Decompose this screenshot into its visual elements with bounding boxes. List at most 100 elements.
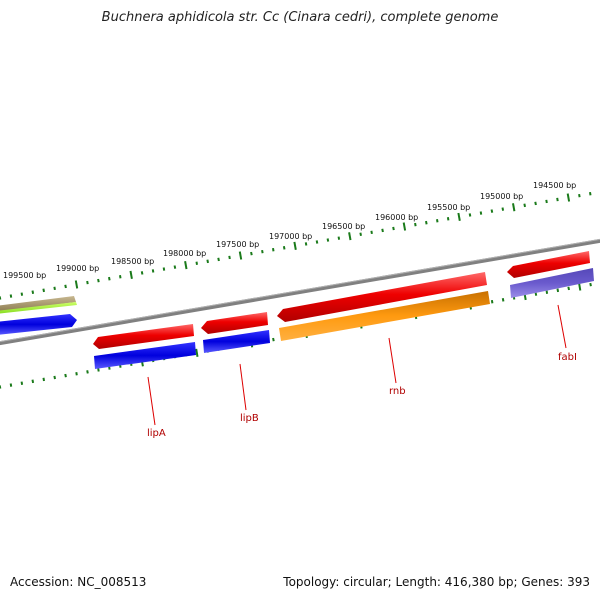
ruler-lower-minor-tick xyxy=(567,286,570,291)
ruler-upper-minor-tick xyxy=(589,191,592,196)
ruler-lower-minor-tick xyxy=(31,379,35,384)
gene-lipA-blue[interactable] xyxy=(94,342,196,369)
ruler-upper-minor-tick xyxy=(282,246,286,250)
partial-blue-feature xyxy=(0,314,77,335)
gene-fabI-purple[interactable] xyxy=(510,268,594,298)
gene-fabI-red[interactable] xyxy=(507,251,590,278)
fabI-leader xyxy=(557,304,567,349)
page-title: Buchnera aphidicola str. Cc (Cinara cedr… xyxy=(101,10,499,25)
gene-lipB-blue[interactable] xyxy=(203,330,270,353)
ruler-label: 197500 bp xyxy=(216,240,259,249)
gene-label-rnb[interactable]: rnb xyxy=(389,386,406,397)
ruler-label: 195500 bp xyxy=(427,203,470,212)
ruler-upper-minor-tick xyxy=(195,261,198,265)
ruler-upper-minor-tick xyxy=(228,255,231,260)
ruler-upper-minor-tick xyxy=(425,220,428,225)
ruler-upper-minor-tick xyxy=(250,251,253,256)
gene-label-lipB[interactable]: lipB xyxy=(240,413,259,424)
ruler-upper-minor-tick xyxy=(86,280,89,285)
gene-label-lipA[interactable]: lipA xyxy=(147,428,166,439)
ruler-lower-minor-tick xyxy=(64,373,67,378)
ruler-upper-minor-tick xyxy=(64,284,67,289)
ruler-lower-minor-tick xyxy=(97,368,100,372)
ruler-upper-major-tick xyxy=(566,193,571,202)
ruler-upper-minor-tick xyxy=(140,271,144,275)
ruler-upper-minor-tick xyxy=(9,294,13,298)
ruler-upper-minor-tick xyxy=(490,209,494,213)
ruler-label: 196500 bp xyxy=(322,222,365,231)
ruler-upper-minor-tick xyxy=(534,201,537,206)
ruler-lower-minor-tick xyxy=(534,292,538,296)
ruler-upper-major-tick xyxy=(74,280,79,289)
ruler-lower-minor-tick xyxy=(545,290,549,294)
gene-lipA-red[interactable] xyxy=(93,324,194,349)
ruler-upper-minor-tick xyxy=(151,269,155,273)
ruler-lower-minor-tick xyxy=(20,381,24,385)
lipA-leader xyxy=(147,376,156,426)
ruler-upper-minor-tick xyxy=(359,232,362,236)
gene-label-fabI[interactable]: fabI xyxy=(558,352,577,363)
ruler-upper-minor-tick xyxy=(53,286,56,291)
ruler-upper-minor-tick xyxy=(272,247,275,252)
ruler-upper-major-tick xyxy=(293,241,297,250)
ruler-upper-minor-tick xyxy=(315,240,319,244)
ruler-upper-minor-tick xyxy=(545,199,548,204)
lipB-leader xyxy=(239,363,247,411)
rnb-leader xyxy=(388,337,397,384)
ruler-upper-minor-tick xyxy=(501,207,505,211)
ruler-upper-minor-tick xyxy=(97,278,100,283)
gene-rnb-red[interactable] xyxy=(277,272,487,322)
partial-olive-feature xyxy=(0,296,76,312)
ruler-upper-minor-tick xyxy=(436,219,439,223)
ruler-lower-minor-tick xyxy=(501,298,505,302)
ruler-upper-minor-tick xyxy=(217,257,220,262)
ruler-upper-minor-tick xyxy=(304,242,308,246)
ruler-label: 197000 bp xyxy=(269,232,312,241)
ruler-upper-minor-tick xyxy=(20,292,24,296)
ruler-label: 199000 bp xyxy=(56,264,99,273)
ruler-upper-minor-tick xyxy=(446,217,450,221)
ruler-lower-minor-tick xyxy=(75,372,78,376)
ruler-label: 195000 bp xyxy=(480,192,523,201)
ruler-upper-minor-tick xyxy=(31,290,35,294)
gene-rnb-orange[interactable] xyxy=(279,291,490,341)
ruler-upper-minor-tick xyxy=(326,238,330,242)
ruler-upper-major-tick xyxy=(184,261,188,270)
ruler-lower-minor-tick xyxy=(272,337,275,342)
gene-lipB-red[interactable] xyxy=(201,312,268,334)
ruler-upper-minor-tick xyxy=(578,193,581,198)
ruler-upper-major-tick xyxy=(348,232,352,241)
accession-label: Accession: NC_008513 xyxy=(10,575,147,589)
ruler-upper-minor-tick xyxy=(468,213,472,217)
ruler-label: 198000 bp xyxy=(163,249,206,258)
ruler-upper-minor-tick xyxy=(370,230,373,235)
ruler-upper-major-tick xyxy=(512,203,516,212)
partial-lime-feature xyxy=(0,302,77,314)
ruler-upper-minor-tick xyxy=(108,276,111,281)
ruler-label: 198500 bp xyxy=(111,257,154,266)
ruler-upper-major-tick xyxy=(402,222,407,231)
ruler-upper-minor-tick xyxy=(337,236,341,240)
genome-summary: Topology: circular; Length: 416,380 bp; … xyxy=(283,575,590,589)
ruler-upper-minor-tick xyxy=(414,222,417,227)
ruler-label: 199500 bp xyxy=(3,271,46,280)
ruler-lower-minor-tick xyxy=(42,377,45,382)
ruler-upper-minor-tick xyxy=(479,211,483,215)
ruler-upper-major-tick xyxy=(457,212,461,221)
ruler-label: 196000 bp xyxy=(375,213,418,222)
ruler-upper-minor-tick xyxy=(162,267,166,271)
ruler-lower-major-tick xyxy=(195,348,199,357)
ruler-upper-minor-tick xyxy=(173,265,177,269)
ruler-lower-minor-tick xyxy=(589,282,592,287)
ruler-upper-minor-tick xyxy=(42,288,45,293)
ruler-label: 194500 bp xyxy=(533,181,576,190)
ruler-upper-minor-tick xyxy=(119,275,122,279)
ruler-upper-minor-tick xyxy=(556,197,559,202)
ruler-upper-minor-tick xyxy=(206,259,209,264)
ruler-upper-major-tick xyxy=(238,251,243,260)
ruler-lower-minor-tick xyxy=(9,383,13,387)
ruler-upper-minor-tick xyxy=(523,203,526,208)
ruler-upper-minor-tick xyxy=(261,249,264,254)
